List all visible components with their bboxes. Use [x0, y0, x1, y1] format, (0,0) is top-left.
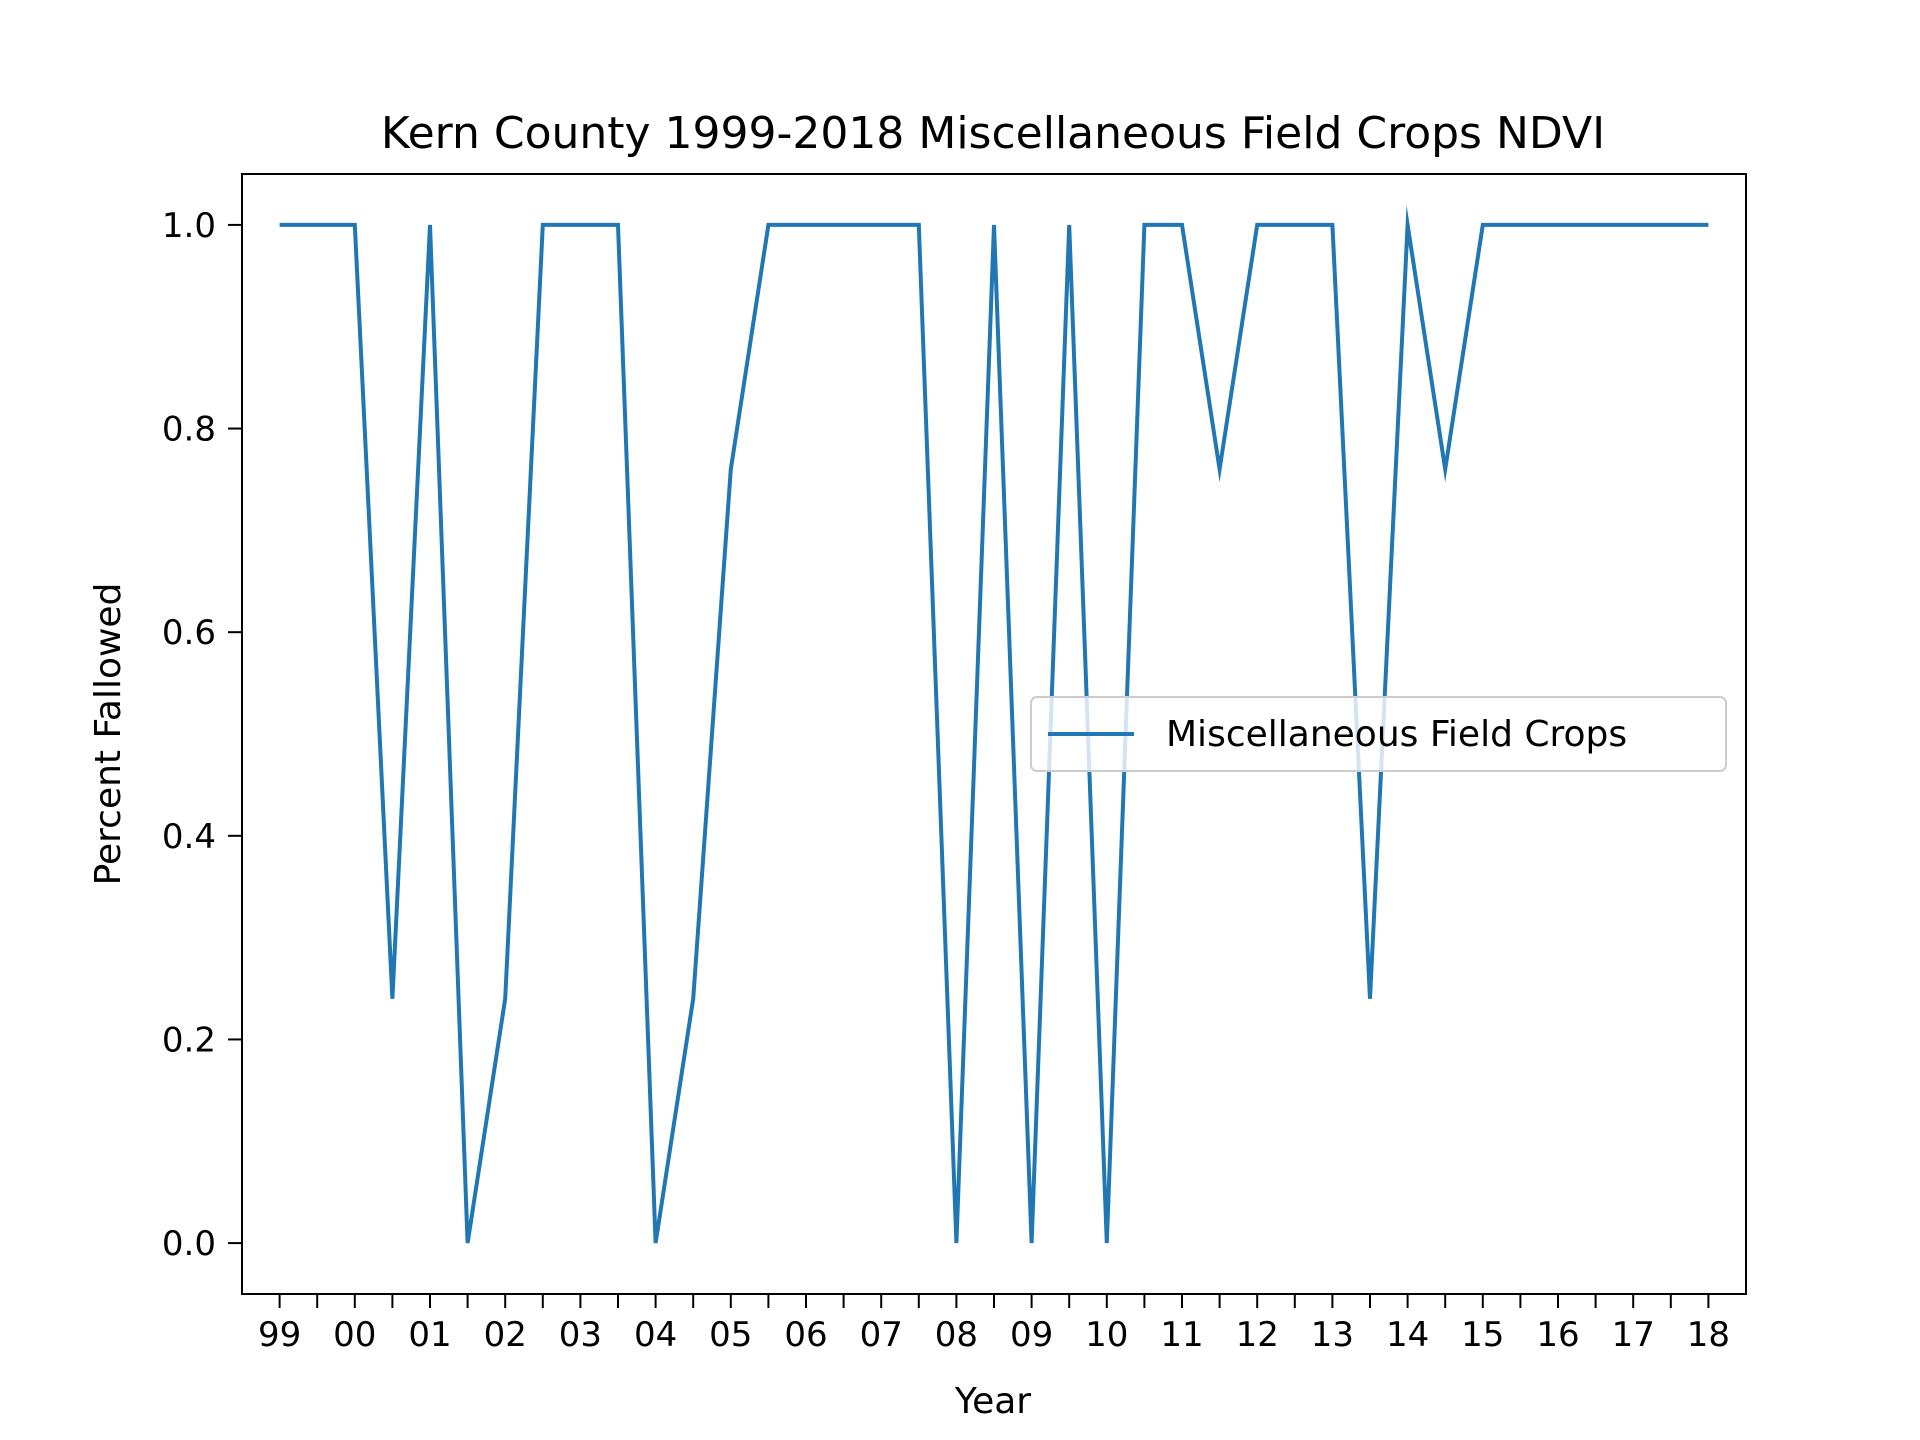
x-axis-label: Year — [954, 1381, 1031, 1422]
x-tick-label: 11 — [1160, 1315, 1203, 1355]
x-tick-label: 07 — [860, 1315, 903, 1355]
series-layer — [279, 205, 1709, 1244]
chart-title: Kern County 1999-2018 Miscellaneous Fiel… — [381, 108, 1605, 159]
y-tick-label: 0.8 — [162, 410, 216, 450]
plot-area: 99 00 01 02 03 04 05 06 07 08 09 10 11 12 13 14 15 16 17 18… — [162, 173, 1747, 1355]
x-tick-label: 09 — [1010, 1315, 1053, 1355]
x-tick-label: 13 — [1311, 1315, 1354, 1355]
x-tick-label: 08 — [935, 1315, 978, 1355]
x-axis: 99 00 01 02 03 04 05 06 07 08 09 10 11 12 13 14 15 16 17 18 — [258, 1294, 1730, 1355]
x-tick-label: 02 — [484, 1315, 527, 1355]
x-tick-label: 06 — [784, 1315, 827, 1355]
y-tick-label: 0.6 — [162, 613, 216, 653]
x-tick-label: 05 — [709, 1315, 752, 1355]
legend-label: Miscellaneous Field Crops — [1166, 714, 1627, 755]
y-axis-label: Percent Fallowed — [88, 583, 129, 886]
x-tick-label: 15 — [1461, 1315, 1504, 1355]
x-tick-label: 10 — [1085, 1315, 1128, 1355]
x-tick-label: 17 — [1612, 1315, 1655, 1355]
y-tick-label: 0.4 — [162, 817, 216, 857]
x-tick-label: 16 — [1536, 1315, 1579, 1355]
y-tick-label: 1.0 — [162, 206, 216, 246]
legend-box — [1030, 696, 1727, 772]
y-axis: 0.0 0.2 0.4 0.6 0.8 1.0 — [162, 206, 242, 1264]
x-tick-label: 14 — [1386, 1315, 1429, 1355]
x-tick-label: 99 — [258, 1315, 301, 1355]
y-tick-label: 0.0 — [162, 1224, 216, 1264]
x-tick-label: 18 — [1687, 1315, 1730, 1355]
x-tick-label: 00 — [333, 1315, 376, 1355]
y-tick-label: 0.2 — [162, 1020, 216, 1060]
x-tick-label: 12 — [1236, 1315, 1279, 1355]
x-tick-label: 04 — [634, 1315, 677, 1355]
legend: Miscellaneous Field Crops — [1030, 696, 1727, 772]
x-tick-label: 03 — [559, 1315, 602, 1355]
x-tick-label: 01 — [408, 1315, 451, 1355]
